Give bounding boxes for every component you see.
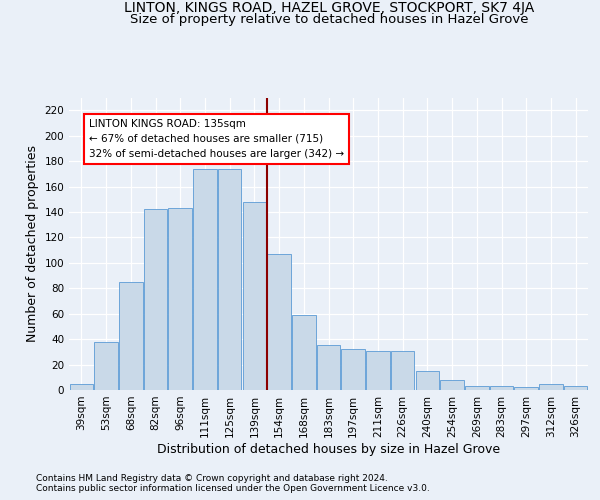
- Text: Contains HM Land Registry data © Crown copyright and database right 2024.: Contains HM Land Registry data © Crown c…: [36, 474, 388, 483]
- Text: LINTON KINGS ROAD: 135sqm
← 67% of detached houses are smaller (715)
32% of semi: LINTON KINGS ROAD: 135sqm ← 67% of detac…: [89, 119, 344, 158]
- Bar: [391, 350, 415, 390]
- Text: LINTON, KINGS ROAD, HAZEL GROVE, STOCKPORT, SK7 4JA: LINTON, KINGS ROAD, HAZEL GROVE, STOCKPO…: [124, 1, 534, 15]
- Bar: [465, 386, 488, 390]
- Y-axis label: Number of detached properties: Number of detached properties: [26, 145, 39, 342]
- Bar: [341, 350, 365, 390]
- Bar: [490, 386, 513, 390]
- Bar: [564, 386, 587, 390]
- Bar: [70, 384, 93, 390]
- Bar: [514, 388, 538, 390]
- Bar: [292, 315, 316, 390]
- Bar: [440, 380, 464, 390]
- Bar: [144, 210, 167, 390]
- Bar: [94, 342, 118, 390]
- Bar: [539, 384, 563, 390]
- Bar: [268, 254, 291, 390]
- Bar: [317, 346, 340, 390]
- Text: Size of property relative to detached houses in Hazel Grove: Size of property relative to detached ho…: [130, 14, 528, 26]
- Bar: [119, 282, 143, 390]
- Bar: [242, 202, 266, 390]
- Bar: [218, 168, 241, 390]
- Text: Distribution of detached houses by size in Hazel Grove: Distribution of detached houses by size …: [157, 442, 500, 456]
- Bar: [366, 350, 389, 390]
- Bar: [416, 371, 439, 390]
- Bar: [169, 208, 192, 390]
- Bar: [193, 168, 217, 390]
- Text: Contains public sector information licensed under the Open Government Licence v3: Contains public sector information licen…: [36, 484, 430, 493]
